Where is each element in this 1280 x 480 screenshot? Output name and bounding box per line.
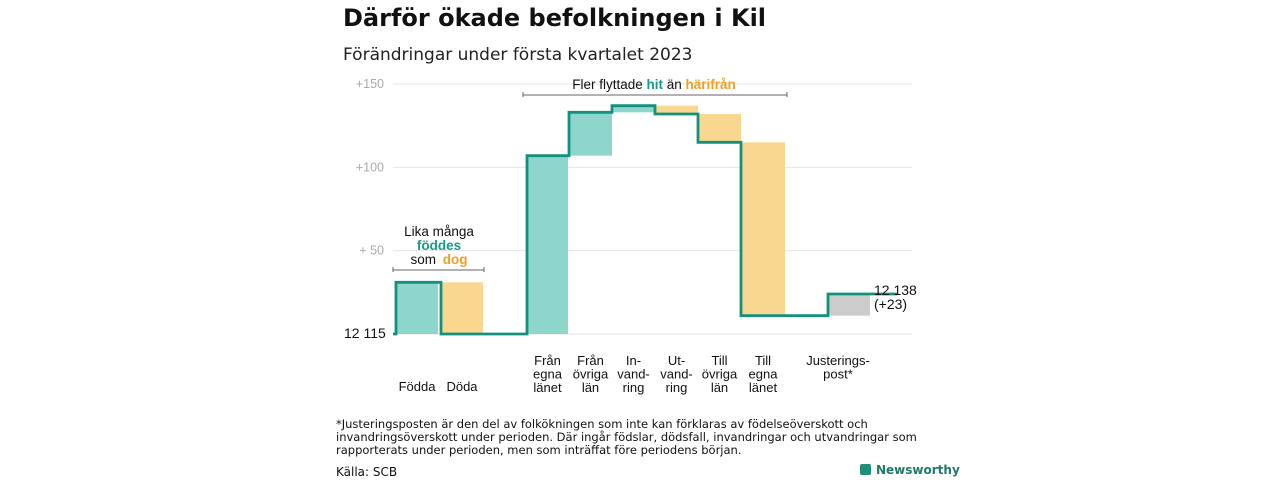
annotation-word-born: föddes [417, 238, 461, 253]
waterfall-bar [441, 282, 483, 334]
end-value-label: 12 138 [874, 282, 917, 298]
x-category-label: Födda [399, 379, 437, 394]
start-value-label: 12 115 [344, 325, 386, 341]
x-category-label: Justerings-post* [806, 353, 870, 382]
waterfall-bar [741, 142, 785, 316]
x-category-label: Från egna länet [533, 353, 563, 395]
waterfall-bar [396, 282, 438, 334]
newsworthy-logo-icon [860, 464, 871, 475]
waterfall-bar [612, 105, 655, 113]
x-category-label: Döda [446, 379, 478, 394]
svg-text:Fler flyttade hit: Fler flyttade hit än härifrån [572, 77, 736, 92]
cumulative-step-line [393, 104, 897, 336]
brand-logo: Newsworthy [860, 463, 960, 477]
y-tick-label: +150 [356, 77, 384, 91]
y-tick-label: +100 [356, 160, 384, 174]
annotation-migration: Fler flyttade hit än härifrån [522, 77, 788, 97]
annotation-word-harifran: härifrån [686, 77, 736, 92]
x-category-label: Ut-vand-ring [660, 353, 693, 395]
x-category-label: Till övriga län [702, 353, 738, 395]
waterfall-bar [655, 105, 698, 114]
annotation-word-som: som [410, 252, 436, 267]
x-category-label: Från övriga län [573, 353, 609, 395]
annotation-line1: Lika många [404, 224, 474, 239]
end-change-label: (+23) [874, 296, 907, 312]
annotation-bracket-migration [522, 92, 788, 97]
x-category-label: In-vand-ring [617, 353, 650, 395]
annotation-word-hit: hit [646, 77, 663, 92]
chart-title: Därför ökade befolkningen i Kil [343, 4, 767, 32]
waterfall-bar [828, 294, 870, 316]
waterfall-chart: + 50 +100 +150 Födda Döda Från egna länet Från ö… [344, 77, 917, 395]
annotation-middle: än [667, 77, 686, 92]
waterfall-bar [698, 114, 741, 143]
source-credit: Källa: SCB [336, 465, 398, 479]
annotation-prefix: Fler flyttade [572, 77, 646, 92]
annotation-word-died: dog [443, 252, 468, 267]
footnote: *Justeringsposten är den del av folkökni… [336, 417, 917, 457]
brand-name: Newsworthy [876, 463, 960, 477]
chart-subtitle: Förändringar under första kvartalet 2023 [343, 45, 693, 65]
waterfall-bar [569, 112, 612, 156]
svg-text:som dog: som dog [410, 252, 467, 267]
annotation-births-deaths: Lika många föddes som dog [392, 224, 485, 272]
annotation-bracket-births [392, 267, 485, 272]
y-tick-label: + 50 [359, 244, 384, 258]
waterfall-bar [527, 155, 568, 334]
x-category-label: Till egna länet [749, 353, 779, 395]
